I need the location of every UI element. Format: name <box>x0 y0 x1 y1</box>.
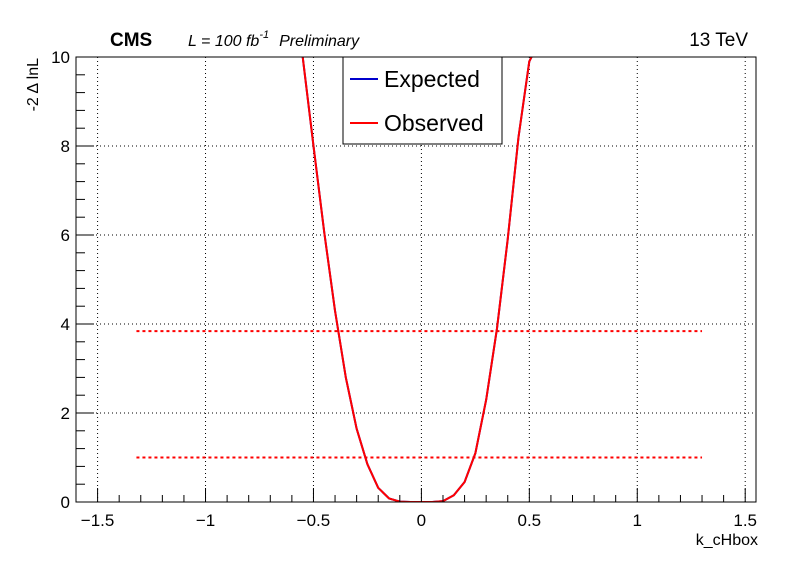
x-tick-label: −1.5 <box>81 511 115 530</box>
x-tick-label: 0.5 <box>518 511 542 530</box>
energy-label: 13 TeV <box>689 30 748 51</box>
x-axis-title: k_cHbox <box>696 532 758 549</box>
legend: Expected Observed <box>343 57 502 144</box>
y-axis-title: -2 Δ lnL <box>25 58 42 111</box>
x-tick-label: 1.5 <box>733 511 757 530</box>
x-tick-label: −1 <box>196 511 215 530</box>
y-tick-label: 6 <box>61 226 70 245</box>
x-tick-label: −0.5 <box>297 511 331 530</box>
legend-expected-label: Expected <box>384 66 480 92</box>
y-tick-label: 0 <box>61 493 70 512</box>
luminosity-prefix: L = 100 fb <box>188 33 259 50</box>
luminosity-exponent: -1 <box>259 29 269 41</box>
y-tick-label: 8 <box>61 137 70 156</box>
experiment-label: CMS <box>110 30 152 51</box>
x-tick-label: 0 <box>417 511 426 530</box>
y-tick-label: 4 <box>61 315 70 334</box>
status-label: Preliminary <box>279 33 360 50</box>
x-tick-label: 1 <box>633 511 642 530</box>
legend-observed-label: Observed <box>384 110 484 136</box>
y-tick-label: 10 <box>51 48 70 67</box>
y-tick-label: 2 <box>61 404 70 423</box>
